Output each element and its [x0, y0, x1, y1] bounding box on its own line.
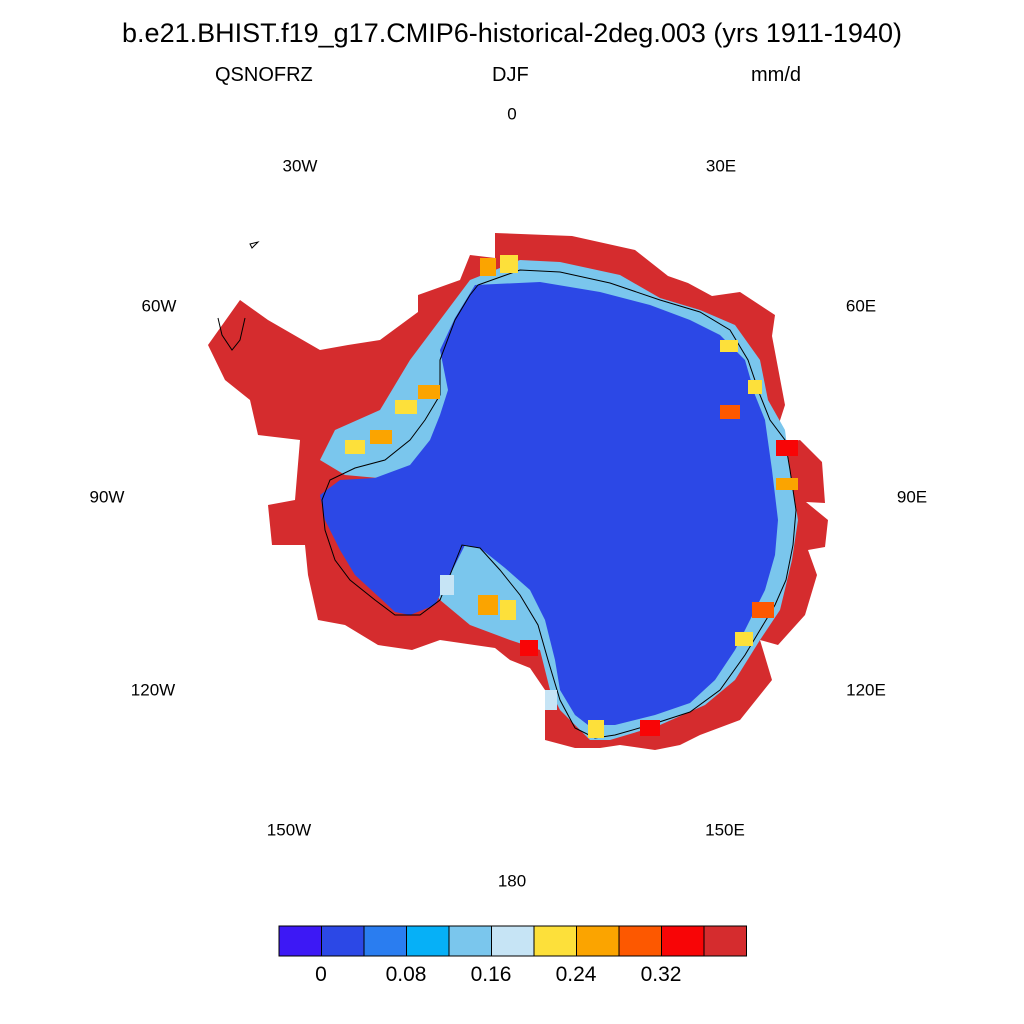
- lon-label-30w: 30W: [282, 156, 318, 176]
- colorbar-tick-label: 0.24: [555, 963, 597, 986]
- lon-label-30e: 30E: [705, 156, 737, 176]
- colorbar-box: [321, 925, 365, 957]
- colorbar-box: [533, 925, 577, 957]
- coastal-cell: [776, 478, 798, 490]
- colorbar-tick-label: 0.08: [385, 963, 427, 986]
- colorbar-box: [363, 925, 407, 957]
- colorbar-tick-label: 0.32: [640, 963, 682, 986]
- units-label: mm/d: [751, 64, 801, 86]
- lon-label-180: 180: [497, 871, 527, 891]
- coastal-cell: [500, 600, 516, 620]
- coastal-cell: [720, 405, 740, 419]
- coastal-cell: [720, 340, 738, 352]
- lon-label-60w: 60W: [141, 296, 177, 316]
- colorbar-boxes: [278, 925, 747, 957]
- variable-label: QSNOFRZ: [215, 64, 313, 86]
- colorbar-box: [406, 925, 450, 957]
- colorbar-tick-label: 0.16: [470, 963, 512, 986]
- colorbar-box: [661, 925, 705, 957]
- colorbar-box: [618, 925, 662, 957]
- coastal-cell: [776, 440, 798, 456]
- lon-label-150e: 150E: [705, 820, 745, 840]
- coastline: [217, 241, 797, 739]
- lon-label-120w: 120W: [130, 680, 176, 700]
- lon-label-150w: 150W: [266, 820, 312, 840]
- coastal-cell: [440, 575, 454, 595]
- colorbar-box: [491, 925, 535, 957]
- coastal-cell: [395, 400, 417, 414]
- colorbar-box: [448, 925, 492, 957]
- colorbar-tick-label: 0: [315, 963, 327, 986]
- coastal-cell: [480, 258, 496, 276]
- lon-label-90w: 90W: [89, 487, 125, 507]
- lon-label-60e: 60E: [845, 296, 877, 316]
- coastal-cell: [588, 720, 604, 738]
- coastal-cell: [545, 690, 557, 710]
- colorbar-box: [278, 925, 322, 957]
- coastal-cell: [500, 255, 518, 273]
- coastal-cell: [752, 602, 774, 618]
- coastal-cell: [735, 632, 753, 646]
- coastal-cell: [520, 640, 538, 656]
- lon-label-0: 0: [507, 104, 517, 124]
- season-label: DJF: [492, 64, 529, 86]
- coastal-cell: [748, 380, 762, 394]
- coastal-cell: [370, 430, 392, 444]
- coastal-cells: [345, 255, 798, 738]
- colorbar-box: [703, 925, 747, 957]
- plot-title: b.e21.BHIST.f19_g17.CMIP6-historical-2de…: [122, 18, 902, 48]
- coastal-cell: [640, 720, 660, 736]
- lon-label-90e: 90E: [896, 487, 928, 507]
- ice-sheet: [320, 282, 778, 725]
- lon-label-120e: 120E: [846, 680, 886, 700]
- coastal-cell: [418, 385, 440, 399]
- colorbar-box: [576, 925, 620, 957]
- coastal-cell: [478, 595, 498, 615]
- coastal-cell: [345, 440, 365, 454]
